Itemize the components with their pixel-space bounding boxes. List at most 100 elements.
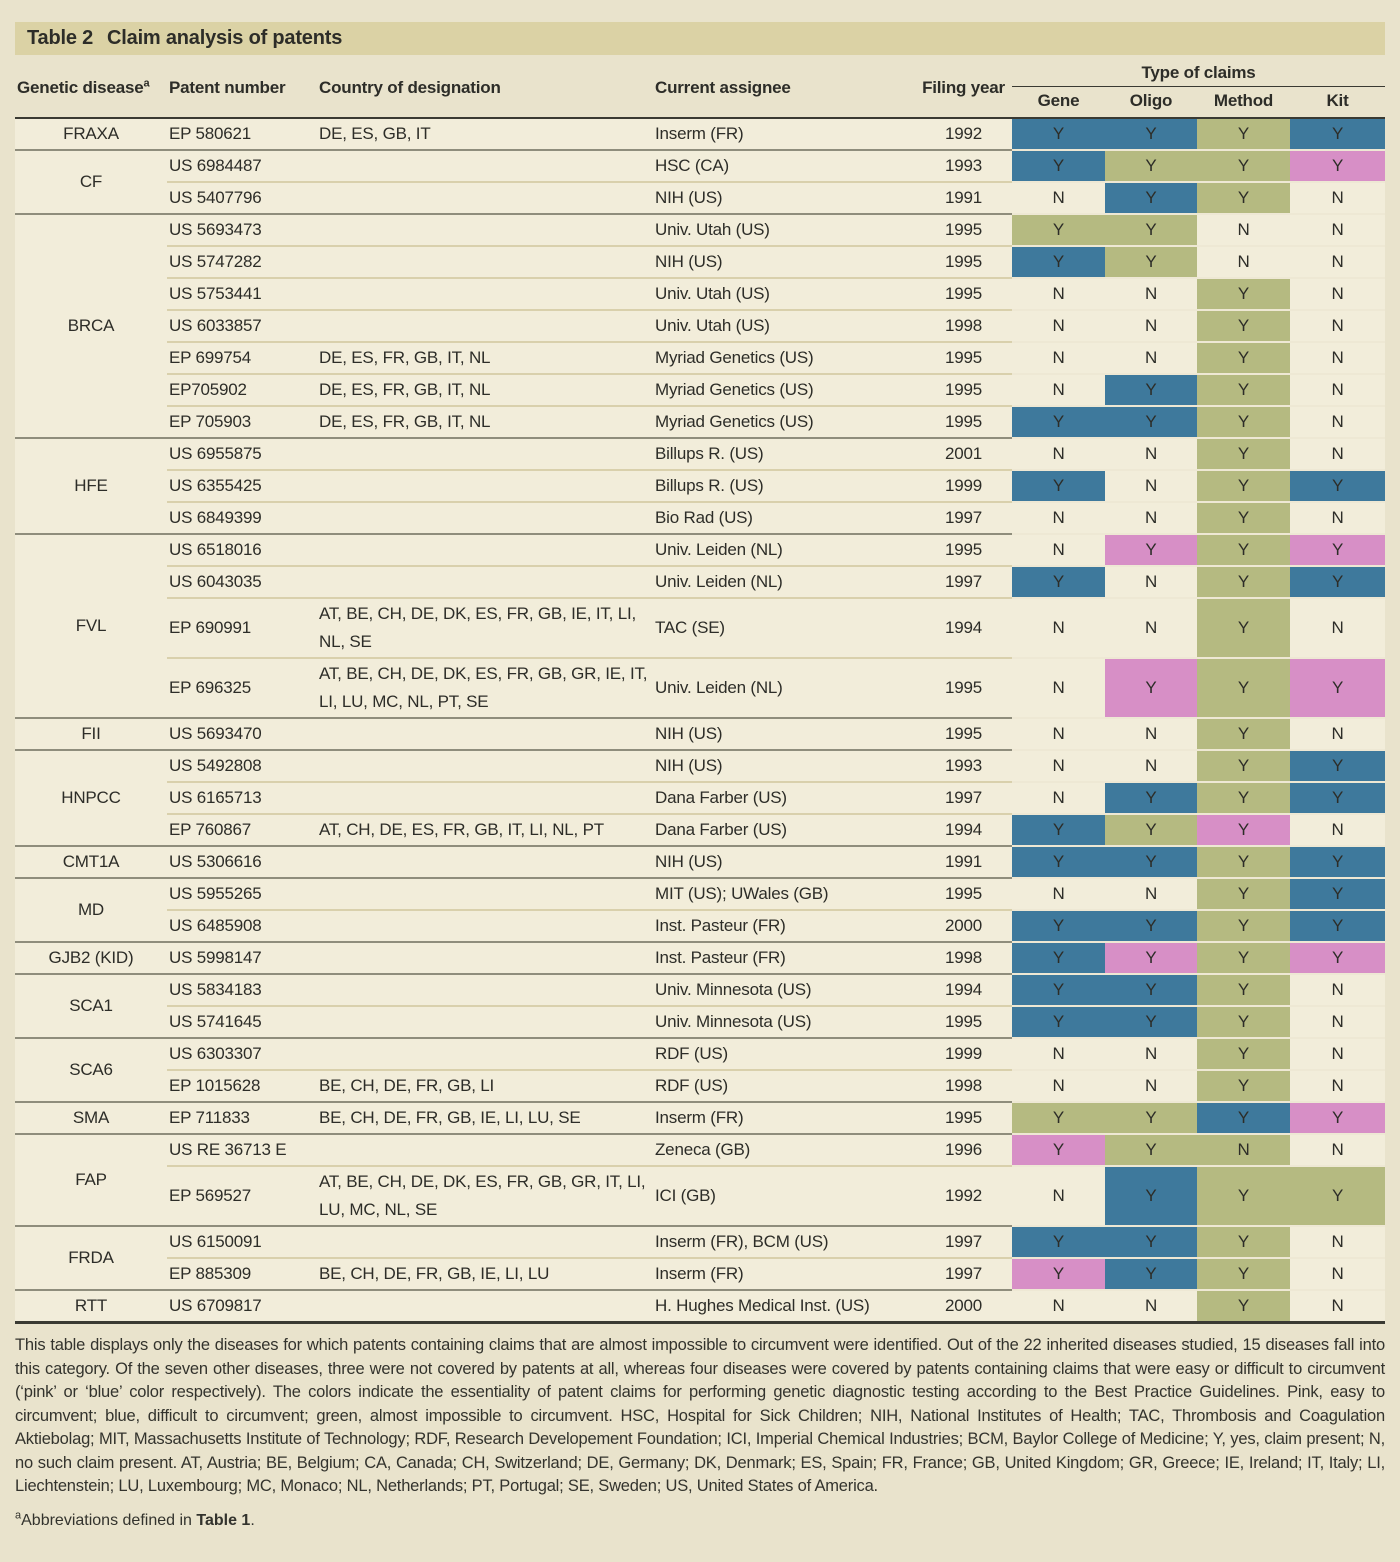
- claim-cell-method: Y: [1197, 1037, 1290, 1070]
- assignee-cell: Bio Rad (US): [653, 501, 915, 534]
- table-row: FAP US RE 36713 E Zeneca (GB) 1996 Y Y N N: [15, 1133, 1386, 1226]
- country-cell: [317, 845, 653, 878]
- claim-cell-oligo: Y: [1105, 533, 1197, 566]
- claim-cell-gene: Y: [1012, 1005, 1105, 1038]
- patent-number-cell: EP 696325: [167, 657, 317, 718]
- claim-cell-oligo: N: [1105, 565, 1197, 598]
- claim-cell-method: N: [1197, 213, 1290, 246]
- assignee-cell: NIH (US): [653, 717, 915, 750]
- claim-cell-gene: N: [1012, 781, 1105, 814]
- claim-cell-oligo: N: [1105, 501, 1197, 534]
- assignee-cell: Univ. Leiden (NL): [653, 533, 915, 566]
- assignee-cell: Inserm (FR), BCM (US): [653, 1225, 915, 1258]
- patent-number-cell: EP705902: [167, 373, 317, 406]
- table-row: MD US 5955265 MIT (US); UWales (GB) 1995 N N Y…: [15, 877, 1386, 942]
- claim-cell-kit: N: [1290, 341, 1386, 374]
- patent-number-cell: EP 690991: [167, 597, 317, 658]
- table-row: US 5741645 Univ. Minnesota (US) 1995 Y Y Y N: [15, 1005, 1386, 1038]
- footnote-a-text: Abbreviations defined in: [21, 1511, 197, 1529]
- table-row: FVL US 6518016 Univ. Leiden (NL) 1995 N Y Y Y: [15, 533, 1386, 718]
- claim-cell-gene: N: [1012, 1289, 1105, 1324]
- claim-cell-kit: Y: [1290, 657, 1386, 718]
- assignee-cell: HSC (CA): [653, 149, 915, 182]
- patent-number-cell: US 5407796: [167, 181, 317, 214]
- claim-cell-method: Y: [1197, 469, 1290, 502]
- table-row: FRDA US 6150091 Inserm (FR), BCM (US) 1997 Y…: [15, 1225, 1386, 1290]
- country-cell: [317, 437, 653, 470]
- claim-cell-oligo: Y: [1105, 845, 1197, 878]
- claim-cell-gene: Y: [1012, 565, 1105, 598]
- claim-cell-kit: Y: [1290, 877, 1386, 910]
- table-body: FRAXA EP 580621 DE, ES, GB, IT Inserm (FR) 1…: [15, 118, 1386, 1324]
- claim-cell-method: Y: [1197, 1257, 1290, 1290]
- patent-number-cell: US 5741645: [167, 1005, 317, 1038]
- claim-cell-oligo: N: [1105, 341, 1197, 374]
- claim-cell-kit: N: [1290, 277, 1386, 310]
- assignee-cell: Dana Farber (US): [653, 813, 915, 846]
- claim-cell-oligo: Y: [1105, 1257, 1197, 1290]
- patent-number-cell: US 6043035: [167, 565, 317, 598]
- claim-cell-oligo: Y: [1105, 1225, 1197, 1258]
- table-row: US 6849399 Bio Rad (US) 1997 N N Y N: [15, 501, 1386, 534]
- assignee-cell: TAC (SE): [653, 597, 915, 658]
- patent-number-cell: EP 699754: [167, 341, 317, 374]
- footnote-a-marker: a: [15, 1509, 22, 1522]
- col-header-assignee: Current assignee: [653, 61, 915, 119]
- table-row: CMT1A US 5306616 NIH (US) 1991 Y Y Y Y: [15, 845, 1386, 878]
- claim-cell-gene: Y: [1012, 813, 1105, 846]
- disease-group-label: CMT1A: [15, 845, 167, 878]
- claim-cell-kit: N: [1290, 1225, 1386, 1258]
- country-cell: [317, 1225, 653, 1258]
- claim-cell-method: Y: [1197, 1289, 1290, 1324]
- footnote-abbreviations: aAbbreviations defined in Table 1.: [15, 1509, 1385, 1530]
- patent-number-cell: US 6303307: [167, 1037, 317, 1070]
- claim-cell-gene: Y: [1012, 149, 1105, 182]
- country-cell: AT, CH, DE, ES, FR, GB, IT, LI, NL, PT: [317, 813, 653, 846]
- assignee-cell: Univ. Minnesota (US): [653, 1005, 915, 1038]
- country-cell: AT, BE, CH, DE, DK, ES, FR, GB, GR, IE, …: [317, 657, 653, 718]
- col-header-genetic-disease: Genetic diseasea: [15, 61, 167, 119]
- country-cell: [317, 245, 653, 278]
- claim-cell-oligo: Y: [1105, 118, 1197, 150]
- assignee-cell: Inserm (FR): [653, 1101, 915, 1134]
- claim-cell-oligo: Y: [1105, 213, 1197, 246]
- claim-cell-oligo: Y: [1105, 973, 1197, 1006]
- filing-year-cell: 1995: [915, 717, 1012, 750]
- claim-cell-oligo: N: [1105, 309, 1197, 342]
- claim-cell-gene: N: [1012, 717, 1105, 750]
- claim-cell-method: N: [1197, 245, 1290, 278]
- claim-cell-oligo: Y: [1105, 941, 1197, 974]
- claim-cell-oligo: Y: [1105, 245, 1197, 278]
- claim-cell-gene: N: [1012, 373, 1105, 406]
- table-row: US 5407796 NIH (US) 1991 N Y Y N: [15, 181, 1386, 214]
- patent-number-cell: US 6849399: [167, 501, 317, 534]
- claim-cell-method: Y: [1197, 533, 1290, 566]
- patent-number-cell: US 5753441: [167, 277, 317, 310]
- country-cell: BE, CH, DE, FR, GB, LI: [317, 1069, 653, 1102]
- table-row: US 6043035 Univ. Leiden (NL) 1997 Y N Y Y: [15, 565, 1386, 598]
- claim-cell-gene: Y: [1012, 1133, 1105, 1166]
- claim-cell-oligo: N: [1105, 717, 1197, 750]
- country-cell: BE, CH, DE, FR, GB, IE, LI, LU, SE: [317, 1101, 653, 1134]
- claim-cell-oligo: Y: [1105, 1165, 1197, 1226]
- claim-cell-method: Y: [1197, 1101, 1290, 1134]
- claim-cell-kit: N: [1290, 1005, 1386, 1038]
- assignee-cell: Inst. Pasteur (FR): [653, 941, 915, 974]
- claim-cell-kit: Y: [1290, 149, 1386, 182]
- patent-number-cell: US 6518016: [167, 533, 317, 566]
- patent-number-cell: US 6355425: [167, 469, 317, 502]
- filing-year-cell: 1992: [915, 118, 1012, 150]
- filing-year-cell: 1998: [915, 309, 1012, 342]
- claim-cell-method: Y: [1197, 118, 1290, 150]
- claim-cell-gene: N: [1012, 437, 1105, 470]
- patent-number-cell: US 5693470: [167, 717, 317, 750]
- claim-cell-gene: Y: [1012, 118, 1105, 150]
- filing-year-cell: 1994: [915, 597, 1012, 658]
- claim-cell-gene: Y: [1012, 845, 1105, 878]
- disease-group-label: HFE: [15, 437, 167, 534]
- claim-cell-method: Y: [1197, 749, 1290, 782]
- patent-number-cell: US 6165713: [167, 781, 317, 814]
- claim-cell-method: Y: [1197, 373, 1290, 406]
- filing-year-cell: 1995: [915, 245, 1012, 278]
- claim-cell-kit: N: [1290, 437, 1386, 470]
